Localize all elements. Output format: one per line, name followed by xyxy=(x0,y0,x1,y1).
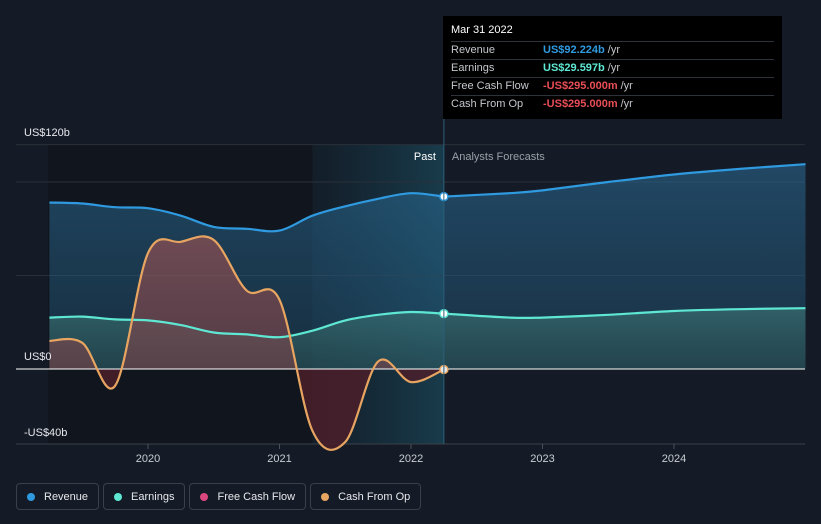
cash-from-op-negative-fill xyxy=(49,369,444,450)
tooltip-row-revenue: Revenue US$92.224b /yr xyxy=(451,41,774,59)
earnings-forecast-line xyxy=(443,307,806,320)
cash-from-op-line xyxy=(49,235,445,451)
revenue-forecast-line xyxy=(443,163,806,198)
tooltip-value: US$92.224b xyxy=(543,44,605,56)
legend: Revenue Earnings Free Cash Flow Cash Fro… xyxy=(16,483,422,510)
legend-label: Free Cash Flow xyxy=(217,490,296,503)
revenue-line xyxy=(49,192,445,233)
tooltip-date: Mar 31 2022 xyxy=(451,24,513,36)
past-label: Past xyxy=(414,151,436,163)
legend-label: Revenue xyxy=(44,490,89,503)
free-cash-flow-dot-icon xyxy=(200,492,209,501)
revenue-dot-icon xyxy=(27,492,35,501)
x-axis-ticks: 2020 2021 2022 2023 2024 xyxy=(136,444,686,465)
series-fills xyxy=(16,164,806,450)
tooltip-value: -US$295.000m xyxy=(543,98,618,110)
y-label-top: US$120b xyxy=(24,127,70,139)
x-tick-label: 2023 xyxy=(530,453,554,465)
x-tick-label: 2021 xyxy=(267,453,291,465)
tooltip-unit: /yr xyxy=(607,44,620,56)
y-label-zero: US$0 xyxy=(24,351,52,363)
earnings-line xyxy=(49,310,444,339)
tooltip-label: Earnings xyxy=(451,62,495,74)
tooltip-label: Free Cash Flow xyxy=(451,80,529,92)
tooltip: Mar 31 2022 Revenue US$92.224b /yr Earni… xyxy=(443,16,782,119)
tooltip-unit: /yr xyxy=(620,80,633,92)
cash-from-op-dot-icon xyxy=(321,492,330,501)
x-tick-label: 2020 xyxy=(136,453,160,465)
tooltip-unit: /yr xyxy=(620,98,633,110)
tooltip-unit: /yr xyxy=(607,62,620,74)
legend-item-earnings[interactable]: Earnings xyxy=(103,483,186,510)
earnings-dot-icon xyxy=(114,492,123,501)
y-label-bottom: -US$40b xyxy=(24,427,67,439)
tooltip-row-cash-from-op: Cash From Op -US$295.000m /yr xyxy=(451,95,774,113)
tooltip-row-earnings: Earnings US$29.597b /yr xyxy=(451,59,774,77)
tooltip-label: Cash From Op xyxy=(451,98,524,110)
series-lines xyxy=(49,163,806,451)
cash-from-op-positive-fill xyxy=(49,236,444,369)
tooltip-value: -US$295.000m xyxy=(543,80,618,92)
legend-label: Cash From Op xyxy=(338,490,411,503)
legend-label: Earnings xyxy=(131,490,175,503)
x-tick-label: 2024 xyxy=(662,453,686,465)
cash-from-op-area-positive xyxy=(49,236,444,369)
tooltip-label: Revenue xyxy=(451,44,496,56)
legend-item-revenue[interactable]: Revenue xyxy=(16,483,100,510)
cash-from-op-area-negative xyxy=(49,369,444,450)
forecast-label: Analysts Forecasts xyxy=(452,151,545,163)
legend-item-cash-from-op[interactable]: Cash From Op xyxy=(310,483,422,510)
tooltip-value: US$29.597b xyxy=(543,62,605,74)
tooltip-row-free-cash-flow: Free Cash Flow -US$295.000m /yr xyxy=(451,77,774,95)
legend-item-free-cash-flow[interactable]: Free Cash Flow xyxy=(189,483,307,510)
x-tick-label: 2022 xyxy=(399,453,423,465)
